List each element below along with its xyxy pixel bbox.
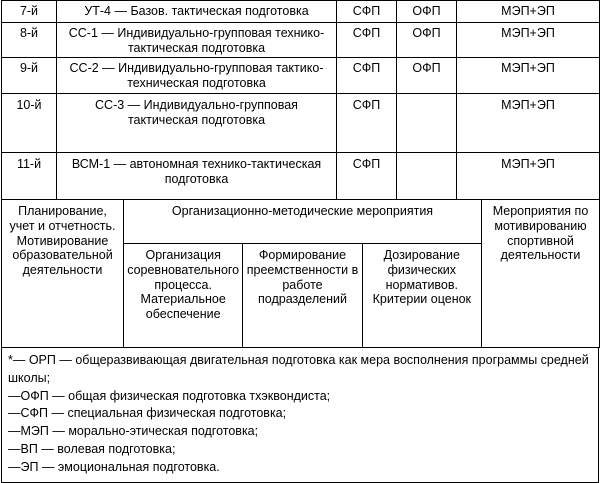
row-sfp: СФП <box>336 22 397 58</box>
row-sfp: СФП <box>336 57 397 94</box>
footnote-line: —ОФП — общая физическая подготовка тхэкв… <box>8 388 331 403</box>
row-program: УТ-4 — Базов. тактическая подготовка <box>56 0 337 23</box>
motivation-cell: Мероприятия по мотивированию спортивной … <box>481 199 600 348</box>
row-program: СС-1 — Индивидуально-групповая технико-т… <box>56 22 337 58</box>
footnote-line: —ЭП — эмоциональная подготовка. <box>8 459 220 474</box>
table-row: Планирование, учет и отчетность. Мотивир… <box>1 199 600 348</box>
org-measures-header: Организационно-методические мероприятия <box>123 199 482 244</box>
row-ofp: ОФП <box>396 57 457 94</box>
footnote-line: —ВП — волевая подготовка; <box>8 441 176 456</box>
row-year: 11-й <box>1 152 57 200</box>
row-year: 7-й <box>1 0 57 23</box>
planning-cell: Планирование, учет и отчетность. Мотивир… <box>1 199 124 348</box>
table-row: 10-й СС-3 — Индивидуально-групповая такт… <box>1 93 600 153</box>
row-year: 9-й <box>1 57 57 94</box>
row-mep: МЭП+ЭП <box>456 93 600 153</box>
training-stages-table: 7-й УТ-4 — Базов. тактическая подготовка… <box>1 0 600 200</box>
row-sfp: СФП <box>336 0 397 23</box>
footnote-line: —МЭП — морально-этическая подготовка; <box>8 424 259 438</box>
footnotes-cell: *— ОРП — общеразвивающая двигательная по… <box>1 346 599 483</box>
footnote-line: *— ОРП — общеразвивающая двигательная по… <box>8 353 589 385</box>
row-sfp: СФП <box>336 152 397 200</box>
table-row: 8-й СС-1 — Индивидуально-групповая техни… <box>1 22 600 58</box>
row-mep: МЭП+ЭП <box>456 22 600 58</box>
footnotes-table: *— ОРП — общеразвивающая двигательная по… <box>1 346 599 483</box>
row-ofp <box>396 152 457 200</box>
table-row: *— ОРП — общеразвивающая двигательная по… <box>1 346 599 483</box>
row-ofp <box>396 93 457 153</box>
row-ofp: ОФП <box>396 22 457 58</box>
table-row: 11-й ВСМ-1 — автономная технико-тактичес… <box>1 152 600 200</box>
row-program: СС-3 — Индивидуально-групповая тактическ… <box>56 93 337 153</box>
row-mep: МЭП+ЭП <box>456 0 600 23</box>
row-program: ВСМ-1 — автономная технико-тактическая п… <box>56 152 337 200</box>
row-ofp: ОФП <box>396 0 457 23</box>
org-subcell-competition: Организация соревновательного процесса. … <box>122 243 244 348</box>
row-mep: МЭП+ЭП <box>456 57 600 94</box>
row-year: 10-й <box>1 93 57 153</box>
organizational-measures-table: Планирование, учет и отчетность. Мотивир… <box>1 199 600 348</box>
row-mep: МЭП+ЭП <box>456 152 600 200</box>
footnote-line: —СФП — специальная физическая подготовка… <box>8 406 287 421</box>
row-year: 8-й <box>1 22 57 58</box>
table-row: Организация соревновательного процесса. … <box>2 243 600 348</box>
row-sfp: СФП <box>336 93 397 153</box>
table-row: 9-й СС-2 — Индивидуально-групповая такти… <box>1 57 600 94</box>
org-subcell-norms: Дозирование физических нормативов. Крите… <box>361 243 483 348</box>
table-row: 7-й УТ-4 — Базов. тактическая подготовка… <box>1 0 600 23</box>
org-subcell-continuity: Формирование преемственности в работе по… <box>242 243 363 348</box>
row-program: СС-2 — Индивидуально-групповая тактико-т… <box>56 57 337 94</box>
